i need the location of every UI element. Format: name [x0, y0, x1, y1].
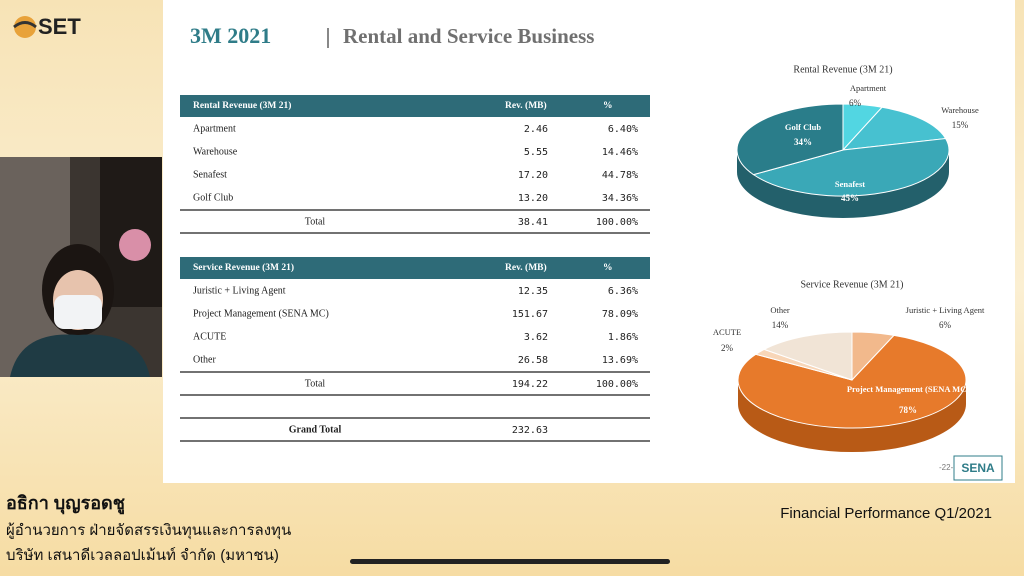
slice-label: Warehouse: [941, 105, 979, 115]
table-header-bar: [180, 95, 650, 117]
pie-title: Service Revenue (3M 21): [800, 279, 903, 290]
slice-label: Senafest: [835, 179, 865, 189]
pies: Rental Revenue (3M 21) Apartment 6% Warehou…: [713, 64, 985, 452]
tables: Rental Revenue (3M 21) Rev. (MB) % Apartmen…: [180, 95, 650, 442]
table-cell: 2.46: [524, 124, 548, 135]
slice-value-label: 6%: [939, 320, 952, 330]
table-cell: Apartment: [193, 123, 236, 134]
table-cell: 13.69%: [602, 355, 638, 366]
table-header-cell: Rental Revenue (3M 21): [193, 100, 291, 111]
table-total-cell: 38.41: [518, 217, 548, 228]
slice-label: Project Management (SENA MC): [847, 384, 970, 394]
table-cell: Senafest: [193, 169, 227, 180]
table-cell: Warehouse: [193, 146, 238, 157]
slice-value-label: 78%: [899, 405, 917, 415]
table-cell: 44.78%: [602, 170, 638, 181]
pie-slice: [762, 331, 853, 381]
table-cell: 1.86%: [608, 332, 638, 343]
slice-label: Juristic + Living Agent: [906, 305, 985, 315]
table-cell: 34.36%: [602, 193, 638, 204]
table-cell: Juristic + Living Agent: [193, 285, 286, 296]
table-cell: 78.09%: [602, 309, 638, 320]
table-cell: 12.35: [518, 286, 548, 297]
slice-label: Golf Club: [785, 122, 821, 132]
table-total-cell: 100.00%: [596, 379, 638, 390]
home-indicator: [350, 559, 670, 564]
table-header-cell: Rev. (MB): [505, 100, 547, 111]
program-title: Financial Performance Q1/2021: [780, 505, 992, 522]
slice-label: ACUTE: [713, 327, 741, 337]
table-cell: 3.62: [524, 332, 548, 343]
table-cell: Project Management (SENA MC): [193, 308, 329, 319]
presenter-name: อธิกา บุญรอดชู: [6, 493, 125, 515]
table-cell: 151.67: [512, 309, 548, 320]
table-total-cell: 100.00%: [596, 217, 638, 228]
pie-slice: [736, 103, 844, 176]
table-header-cell: %: [603, 101, 613, 111]
table-cell: Other: [193, 354, 216, 365]
table-cell: 5.55: [524, 147, 548, 158]
logo: SET: [38, 14, 81, 39]
table-cell: 17.20: [518, 170, 548, 181]
pie-slice: [752, 138, 950, 197]
table-cell: 14.46%: [602, 147, 638, 158]
table-cell: 26.58: [518, 355, 548, 366]
page-number: -22-: [939, 463, 954, 472]
presenter-video: [0, 157, 162, 377]
slice-value-label: 14%: [772, 320, 789, 330]
logo-icon: [14, 16, 36, 38]
table-cell: Golf Club: [193, 192, 233, 203]
brand: SENA: [961, 461, 995, 475]
presenter-company: บริษัท เสนาดีเวลลอปเม้นท์ จำกัด (มหาชน): [6, 547, 279, 564]
pie-slice: [841, 106, 947, 151]
slice-value-label: 6%: [849, 98, 862, 108]
slice-label: Apartment: [850, 83, 887, 93]
slice-label: Other: [770, 305, 790, 315]
table-cell: 13.20: [518, 193, 548, 204]
brand-box: [953, 455, 1003, 481]
pie-title: Rental Revenue (3M 21): [793, 64, 892, 75]
slice-value-label: 15%: [952, 120, 969, 130]
slide-subtitle: Rental and Service Business: [343, 24, 594, 48]
table-header-cell: Rev. (MB): [505, 262, 547, 273]
grand-total-value: 232.63: [512, 425, 548, 436]
table-total-cell: Total: [305, 216, 326, 227]
slice-value-label: 2%: [721, 343, 734, 353]
pie-slice: [737, 334, 967, 429]
slide-title: 3M 2021: [190, 23, 271, 48]
table-cell: 6.40%: [608, 124, 638, 135]
table-header-bar: [180, 257, 650, 279]
logo-swoosh: [13, 21, 37, 29]
table-cell: 6.36%: [608, 286, 638, 297]
table-header-cell: Service Revenue (3M 21): [193, 262, 294, 273]
table-total-cell: 194.22: [512, 379, 548, 390]
grand-total-label: Grand Total: [289, 424, 342, 435]
presenter-position: ผู้อำนวยการ ฝ่ายจัดสรรเงินทุนและการลงทุน: [6, 522, 291, 540]
table-cell: ACUTE: [193, 331, 226, 342]
table-total-cell: Total: [305, 378, 326, 389]
slice-value-label: 34%: [794, 137, 812, 147]
table-header-cell: %: [603, 263, 613, 273]
slice-value-label: 45%: [841, 193, 859, 203]
